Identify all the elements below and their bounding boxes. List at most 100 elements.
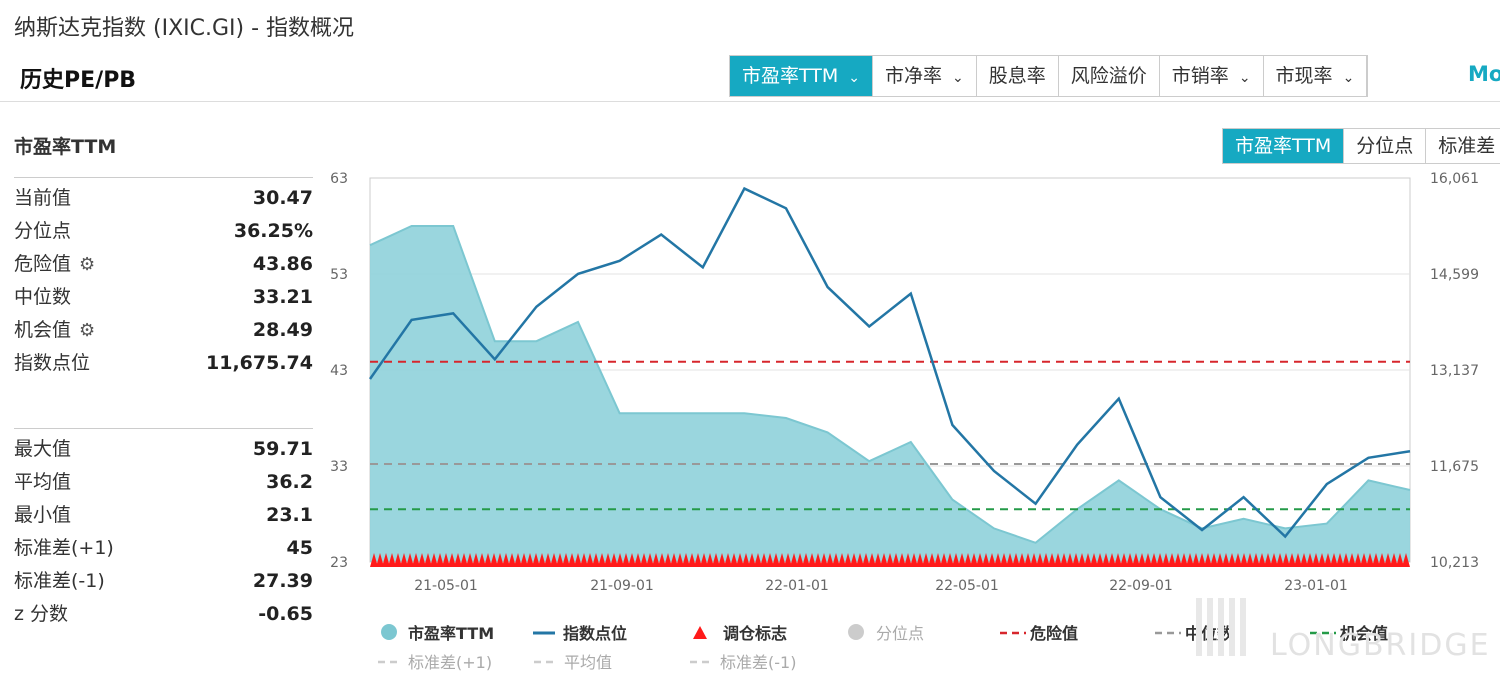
rebalance-marker <box>772 553 780 567</box>
stat-value: 59.71 <box>252 438 313 460</box>
more-link[interactable]: Mo <box>1468 62 1500 86</box>
rebalance-marker <box>610 553 618 567</box>
tab-label: 市净率 <box>885 65 943 87</box>
rebalance-marker <box>1282 553 1290 567</box>
rebalance-marker <box>856 553 864 567</box>
rebalance-marker <box>784 553 792 567</box>
rebalance-marker <box>1138 553 1146 567</box>
rebalance-marker <box>442 553 450 567</box>
rebalance-marker <box>1090 553 1098 567</box>
rebalance-marker <box>514 553 522 567</box>
view-tab-percentile[interactable]: 分位点 <box>1344 129 1427 163</box>
rebalance-marker <box>1348 553 1356 567</box>
tab-pe-ttm[interactable]: 市盈率TTM ⌄ <box>730 56 874 96</box>
rebalance-marker <box>940 553 948 567</box>
stat-value: 36.2 <box>266 471 313 493</box>
rebalance-marker <box>592 553 600 567</box>
rebalance-marker <box>1312 553 1320 567</box>
rebalance-marker <box>982 553 990 567</box>
rebalance-marker <box>526 553 534 567</box>
rebalance-marker <box>508 553 516 567</box>
stat-row-std-minus: 标准差(-1) 27.39 <box>14 565 313 598</box>
rebalance-marker <box>718 553 726 567</box>
rebalance-marker <box>1372 553 1380 567</box>
view-tab-value[interactable]: 市盈率TTM <box>1223 129 1345 163</box>
rebalance-marker <box>496 553 504 567</box>
rebalance-marker <box>928 553 936 567</box>
left-tick-label: 63 <box>330 171 348 187</box>
rebalance-marker <box>766 553 774 567</box>
rebalance-marker <box>676 553 684 567</box>
rebalance-marker <box>1000 553 1008 567</box>
stat-row-mean: 平均值 36.2 <box>14 466 313 499</box>
legend-percentile-dot <box>848 624 864 640</box>
rebalance-marker <box>616 553 624 567</box>
stat-row-std-plus: 标准差(+1) 45 <box>14 532 313 565</box>
rebalance-marker <box>1072 553 1080 567</box>
watermark-logo <box>1196 598 1202 656</box>
rebalance-marker <box>1192 553 1200 567</box>
rebalance-marker <box>862 553 870 567</box>
rebalance-marker <box>1390 553 1398 567</box>
rebalance-marker <box>802 553 810 567</box>
legend-label: 市盈率TTM <box>408 624 494 643</box>
tab-ps[interactable]: 市销率 ⌄ <box>1159 56 1264 96</box>
rebalance-marker <box>958 553 966 567</box>
rebalance-marker <box>1342 553 1350 567</box>
rebalance-marker <box>850 553 858 567</box>
stat-label: 标准差(-1) <box>14 570 105 592</box>
stat-row-danger: 危险值 ⚙ 43.86 <box>14 248 313 281</box>
rebalance-marker <box>1108 553 1116 567</box>
rebalance-marker <box>1186 553 1194 567</box>
legend-label: 机会值 <box>1340 624 1388 643</box>
rebalance-marker <box>412 553 420 567</box>
rebalance-marker <box>1006 553 1014 567</box>
rebalance-marker <box>736 553 744 567</box>
watermark: LONGBRIDGE <box>1270 628 1491 663</box>
rebalance-marker <box>1252 553 1260 567</box>
tab-dividend-yield[interactable]: 股息率 <box>976 56 1059 96</box>
rebalance-marker <box>1030 553 1038 567</box>
stat-label: 分位点 <box>14 220 72 242</box>
rebalance-marker <box>700 553 708 567</box>
stats-title: 市盈率TTM <box>14 136 117 158</box>
rebalance-marker <box>1324 553 1332 567</box>
rebalance-marker <box>1336 553 1344 567</box>
rebalance-marker <box>598 553 606 567</box>
rebalance-marker <box>484 553 492 567</box>
tab-risk-premium[interactable]: 风险溢价 <box>1058 56 1160 96</box>
rebalance-marker <box>400 553 408 567</box>
tab-pcf[interactable]: 市现率 ⌄ <box>1263 56 1368 96</box>
stat-value: 30.47 <box>252 187 313 209</box>
rebalance-marker <box>682 553 690 567</box>
tab-pb[interactable]: 市净率 ⌄ <box>873 56 977 96</box>
chevron-down-icon: ⌄ <box>848 70 861 86</box>
rebalance-marker <box>1156 553 1164 567</box>
right-tick-label: 13,137 <box>1430 363 1479 379</box>
gear-icon[interactable]: ⚙ <box>79 320 96 341</box>
gear-icon[interactable]: ⚙ <box>79 254 96 275</box>
rebalance-marker <box>1234 553 1242 567</box>
rebalance-marker <box>952 553 960 567</box>
rebalance-marker <box>1204 553 1212 567</box>
stat-row-index: 指数点位 11,675.74 <box>14 347 313 380</box>
rebalance-marker <box>1240 553 1248 567</box>
rebalance-marker <box>760 553 768 567</box>
rebalance-marker <box>844 553 852 567</box>
page-title: 纳斯达克指数 (IXIC.GI) - 指数概况 <box>14 16 355 41</box>
rebalance-marker <box>1270 553 1278 567</box>
rebalance-marker <box>550 553 558 567</box>
rebalance-marker <box>820 553 828 567</box>
rebalance-marker <box>544 553 552 567</box>
rebalance-marker <box>382 553 390 567</box>
view-tab-stddev[interactable]: 标准差 <box>1426 129 1500 163</box>
x-tick-label: 23-01-01 <box>1284 578 1348 594</box>
left-tick-label: 53 <box>330 267 348 283</box>
rebalance-marker <box>730 553 738 567</box>
rebalance-marker <box>1360 553 1368 567</box>
right-tick-label: 10,213 <box>1430 555 1479 571</box>
rebalance-marker <box>1174 553 1182 567</box>
right-tick-label: 14,599 <box>1430 267 1479 283</box>
right-tick-label: 11,675 <box>1430 459 1479 475</box>
